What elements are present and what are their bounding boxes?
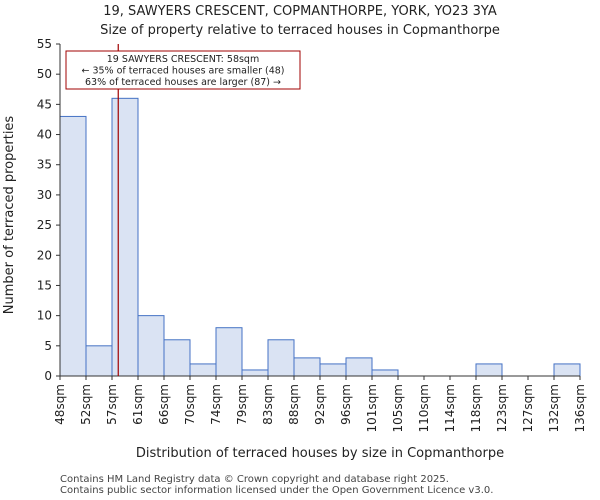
annotation-box — [65, 50, 301, 90]
x-tick-label: 123sqm — [495, 384, 509, 432]
x-tick-label: 48sqm — [53, 384, 67, 425]
y-tick-label: 5 — [44, 339, 52, 353]
annotation-line-3: 63% of terraced houses are larger (87) → — [85, 77, 281, 88]
bar-96sqm — [345, 357, 373, 377]
x-tick-label: 79sqm — [235, 384, 249, 425]
y-tick-label: 0 — [44, 369, 52, 383]
x-tick-label: 132sqm — [547, 384, 561, 432]
bar-74sqm — [215, 327, 243, 377]
chart-subtitle: Size of property relative to terraced ho… — [100, 23, 500, 38]
y-tick-label: 25 — [37, 218, 52, 232]
x-tick-label: 110sqm — [417, 384, 431, 432]
bar-79sqm — [241, 369, 269, 377]
bars-layer — [59, 97, 581, 377]
bar-48sqm — [59, 115, 87, 377]
x-axis-label: Distribution of terraced houses by size … — [136, 446, 504, 461]
y-tick-label: 10 — [37, 309, 52, 323]
x-tick-label: 92sqm — [313, 384, 327, 425]
chart-title: 19, SAWYERS CRESCENT, COPMANTHORPE, YORK… — [103, 4, 497, 19]
bar-92sqm — [319, 363, 347, 377]
x-tick-label: 66sqm — [157, 384, 171, 425]
x-tick-label: 52sqm — [79, 384, 93, 425]
axes-layer: 0 5 10 15 20 25 30 35 40 45 50 55 48sqm 52sqm 57sqm 61s… — [37, 37, 587, 432]
y-tick-label: 15 — [37, 278, 52, 292]
x-tick-label: 127sqm — [521, 384, 535, 432]
footer-licence: Contains public sector information licen… — [60, 485, 494, 496]
y-axis-label: Number of terraced properties — [2, 116, 17, 315]
x-tick-label: 118sqm — [469, 384, 483, 432]
x-tick-label: 88sqm — [287, 384, 301, 425]
bar-132sqm — [553, 363, 581, 377]
marker-layer: 19 SAWYERS CRESCENT: 58sqm← 35% of terra… — [65, 44, 301, 376]
x-tick-label: 83sqm — [261, 384, 275, 425]
annotation-line-1: 19 SAWYERS CRESCENT: 58sqm — [107, 54, 259, 65]
bar-83sqm — [267, 339, 295, 377]
x-tick-label: 114sqm — [443, 384, 457, 432]
x-tick-label: 136sqm — [573, 384, 587, 432]
bar-52sqm — [85, 345, 113, 377]
y-tick-label: 30 — [37, 188, 52, 202]
x-tick-label: 74sqm — [209, 384, 223, 425]
annotation-line-2: ← 35% of terraced houses are smaller (48… — [81, 66, 284, 77]
y-tick-label: 35 — [37, 158, 52, 172]
x-tick-label: 96sqm — [339, 384, 353, 425]
x-tick-label: 101sqm — [365, 384, 379, 432]
bar-88sqm — [293, 357, 321, 377]
footer-copyright: Contains HM Land Registry data © Crown c… — [60, 474, 449, 485]
x-tick-label: 61sqm — [131, 384, 145, 425]
x-tick-label: 70sqm — [183, 384, 197, 425]
x-tick-label: 105sqm — [391, 384, 405, 432]
y-tick-label: 20 — [37, 248, 52, 262]
y-tick-label: 40 — [37, 128, 52, 142]
bar-66sqm — [163, 339, 191, 377]
bar-57sqm — [111, 97, 139, 377]
bar-61sqm — [137, 315, 165, 377]
bar-70sqm — [189, 363, 217, 377]
y-tick-label: 55 — [37, 37, 52, 51]
x-tick-label: 57sqm — [105, 384, 119, 425]
y-tick-label: 45 — [37, 97, 52, 111]
bar-101sqm — [371, 369, 399, 377]
y-tick-label: 50 — [37, 67, 52, 81]
bar-118sqm — [475, 363, 503, 377]
